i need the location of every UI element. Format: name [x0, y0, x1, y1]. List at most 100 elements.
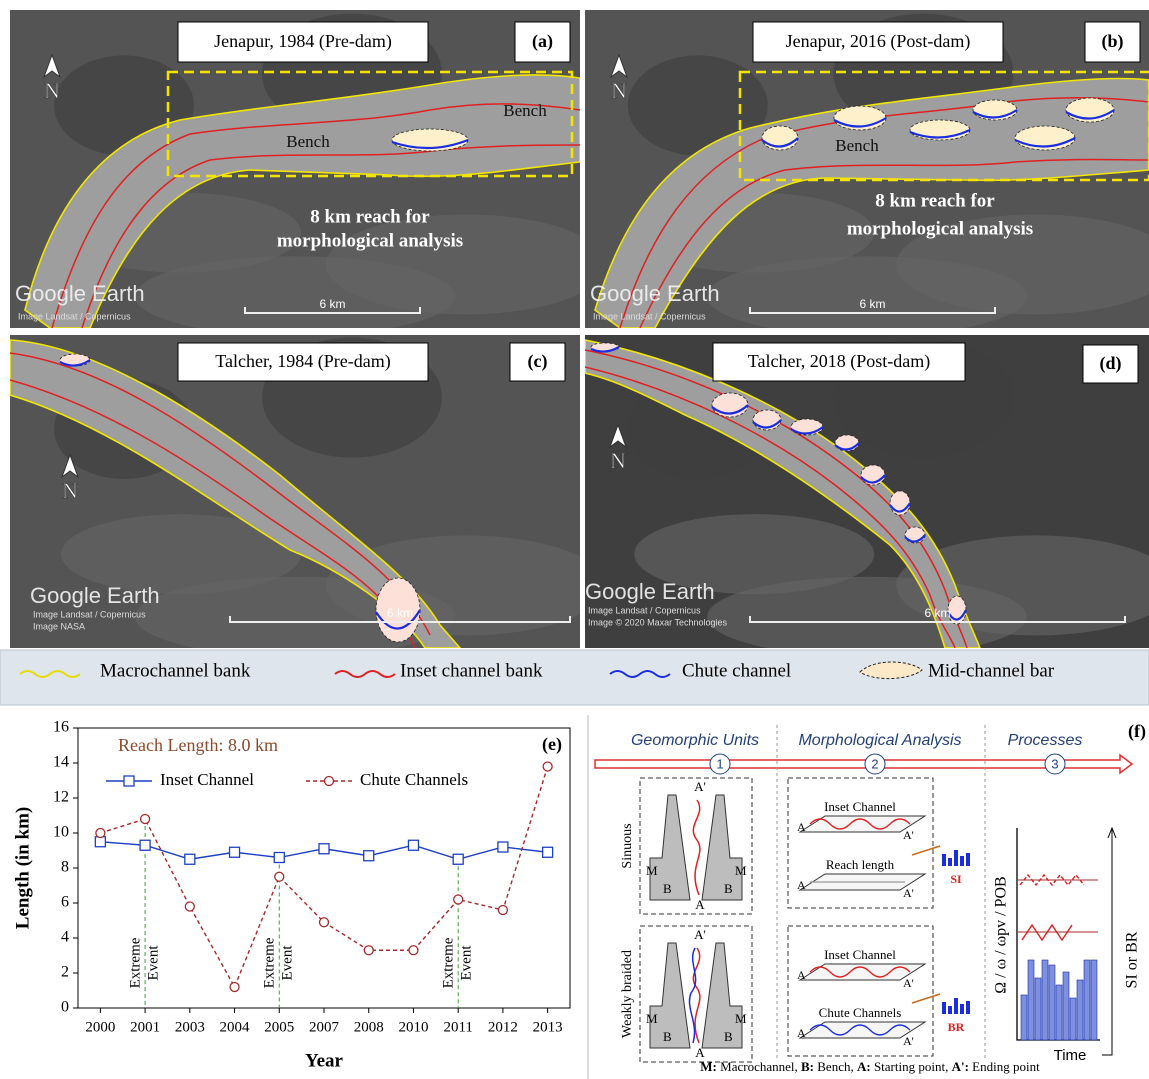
- watermark: Google Earth: [590, 281, 720, 306]
- schematic-label: B: [663, 881, 672, 896]
- index-bar: [966, 853, 970, 866]
- index-label: BR: [948, 1020, 965, 1034]
- north-label: N: [62, 478, 78, 503]
- schematic-label: B: [724, 881, 733, 896]
- schematic-label: M: [646, 1011, 658, 1026]
- legend-label: Macrochannel bank: [100, 660, 251, 681]
- event-label: Event: [146, 945, 162, 981]
- process-bar: [1063, 972, 1069, 1040]
- process-bar: [1077, 980, 1083, 1040]
- data-point: [364, 946, 373, 955]
- footnote-key: B:: [801, 1059, 814, 1074]
- step-number: 3: [1051, 756, 1058, 771]
- process-bar: [1091, 960, 1097, 1040]
- data-point: [124, 776, 134, 786]
- image-credit: Image NASA: [33, 621, 85, 631]
- index-bar: [960, 856, 964, 866]
- image-credit: Image Landsat / Copernicus: [33, 609, 146, 619]
- schematic-label: M: [646, 863, 658, 878]
- image-credit: Image Landsat / Copernicus: [588, 605, 701, 615]
- panel-label: (a): [532, 31, 553, 52]
- process-bar: [1035, 978, 1041, 1040]
- panel-label: (b): [1102, 31, 1124, 52]
- data-point: [275, 872, 284, 881]
- schematic-label: A': [903, 1034, 914, 1048]
- series-line: [100, 767, 547, 988]
- process-bar: [1084, 960, 1090, 1040]
- index-label: SI: [950, 872, 962, 886]
- figure: Jenapur, 1984 (Pre-dam) (a) N Bench Bench 8 k…: [0, 0, 1149, 1079]
- data-point: [185, 902, 194, 911]
- schematic-label: A': [903, 886, 914, 900]
- process-bar: [1021, 995, 1027, 1040]
- data-point: [320, 918, 329, 927]
- column-header: Geomorphic Units: [631, 732, 759, 749]
- map-annotation: 8 km reach for: [875, 190, 995, 211]
- inset-channel: [693, 800, 700, 895]
- data-point: [408, 840, 418, 850]
- watermark: Google Earth: [15, 281, 145, 306]
- index-bar: [954, 850, 958, 866]
- schematic-label: A: [797, 968, 806, 982]
- pattern-label: Sinuous: [620, 823, 635, 868]
- map-annotation: Bench: [286, 132, 330, 151]
- data-point: [454, 895, 463, 904]
- analysis-label: Inset Channel: [824, 799, 896, 814]
- y-tick-label: 6: [61, 894, 69, 911]
- image-credit: Image © 2020 Maxar Technologies: [588, 617, 728, 627]
- index-bar: [966, 1001, 970, 1014]
- y-tick-label: 4: [61, 929, 69, 946]
- image-credit: Image Landsat / Copernicus: [18, 311, 131, 321]
- data-point: [543, 762, 552, 771]
- step-number: 1: [716, 756, 723, 771]
- watermark: Google Earth: [585, 579, 715, 604]
- y-tick-label: 8: [61, 859, 69, 876]
- map-annotation: Bench: [503, 101, 547, 120]
- chart-annotation: Reach Length: 8.0 km: [118, 735, 278, 755]
- event-label: Extreme: [262, 937, 278, 988]
- y-tick-label: 2: [61, 964, 69, 981]
- index-bar: [948, 1006, 952, 1014]
- data-point: [498, 906, 507, 915]
- panel-title: Jenapur, 1984 (Pre-dam): [214, 31, 392, 52]
- y-tick-label: 16: [53, 719, 69, 736]
- schematic-label: M: [735, 1011, 747, 1026]
- footnote-key: M:: [700, 1059, 717, 1074]
- legend-label: Inset channel bank: [400, 660, 543, 681]
- legend-label: Mid-channel bar: [928, 660, 1055, 681]
- x-axis-title: Year: [305, 1050, 344, 1071]
- footnote: M: Macrochannel, B: Bench, A: Starting p…: [700, 1059, 1040, 1074]
- data-point: [325, 777, 334, 786]
- chute-channel: [689, 948, 695, 1043]
- data-point: [141, 815, 150, 824]
- map-annotation: morphological analysis: [847, 218, 1033, 239]
- x-tick-label: 2011: [443, 1019, 472, 1035]
- schematic-label: B: [663, 1029, 672, 1044]
- index-bar: [942, 1002, 946, 1014]
- footnote-text: Ending point: [969, 1059, 1040, 1074]
- data-point: [140, 840, 150, 850]
- process-axis-label: Ω / ω / ωpv / POB: [993, 876, 1010, 993]
- map-annotation: morphological analysis: [277, 230, 463, 251]
- schematic-label: A': [903, 976, 914, 990]
- index-bar: [960, 1004, 964, 1014]
- footnote-text: Macrochannel,: [717, 1059, 801, 1074]
- event-label: Event: [280, 945, 296, 981]
- process-axis-label: SI or BR: [1124, 931, 1141, 988]
- event-label: Extreme: [441, 937, 457, 988]
- north-label: N: [611, 78, 627, 103]
- watermark: Google Earth: [30, 583, 160, 608]
- x-tick-label: 2012: [488, 1019, 518, 1035]
- data-point: [185, 854, 195, 864]
- process-bar: [1049, 965, 1055, 1040]
- step-number: 2: [871, 756, 878, 771]
- index-bar: [948, 858, 952, 866]
- data-point: [409, 946, 418, 955]
- data-point: [95, 837, 105, 847]
- x-tick-label: 2013: [533, 1019, 563, 1035]
- panel-title: Jenapur, 2016 (Post-dam): [786, 31, 971, 52]
- y-tick-label: 14: [53, 754, 69, 771]
- panel-label: (d): [1100, 353, 1122, 374]
- legend-label: Chute channel: [682, 660, 791, 681]
